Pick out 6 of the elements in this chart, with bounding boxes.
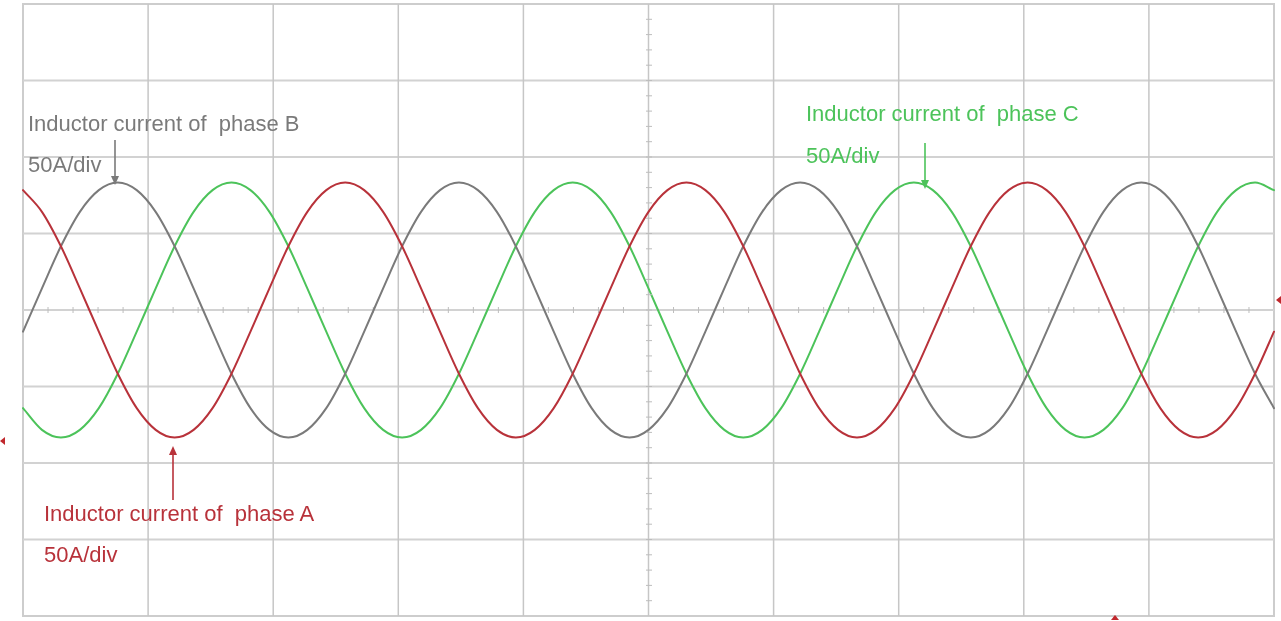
text: Inductor current of phase C xyxy=(806,101,1079,126)
text: 50A/div xyxy=(28,152,102,177)
text: 50A/div xyxy=(806,143,880,168)
text: Inductor current of phase B xyxy=(28,111,300,136)
text: 50A/div xyxy=(44,542,118,567)
legend-label: Inductor current of phase A xyxy=(44,501,315,526)
